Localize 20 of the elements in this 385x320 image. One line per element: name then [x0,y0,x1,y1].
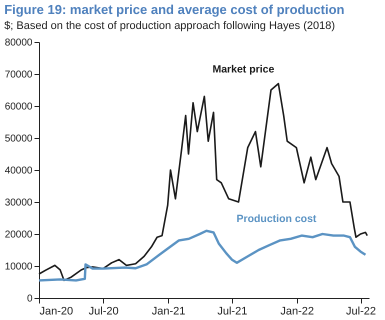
y-tick-label: 10000 [4,262,33,272]
chart-subtitle: $; Based on the cost of production approach following Hayes (2018) [4,20,336,32]
x-tick-label: Jan-20 [40,306,74,318]
x-tick-label: Jan-21 [152,306,186,318]
y-tick-label: 20000 [4,230,33,240]
y-tick-label: 0 [26,294,33,304]
y-tick-label: 40000 [4,166,33,176]
y-tick-label: 80000 [4,38,33,48]
x-tick-label: Jul-20 [88,306,119,318]
chart-title: Figure 19: market price and average cost of production [4,2,345,17]
series-label: Market price [212,64,274,76]
y-tick-label: 50000 [4,134,33,144]
y-tick-label: 70000 [4,70,33,80]
series-label: Production cost [236,212,317,225]
y-tick-label: 30000 [4,198,33,208]
line-series [38,230,367,282]
x-tick-label: Jul-22 [346,306,376,318]
x-tick-label: Jul-21 [217,306,248,318]
y-tick-label: 60000 [4,102,33,112]
x-tick-label: Jan-22 [280,306,314,318]
